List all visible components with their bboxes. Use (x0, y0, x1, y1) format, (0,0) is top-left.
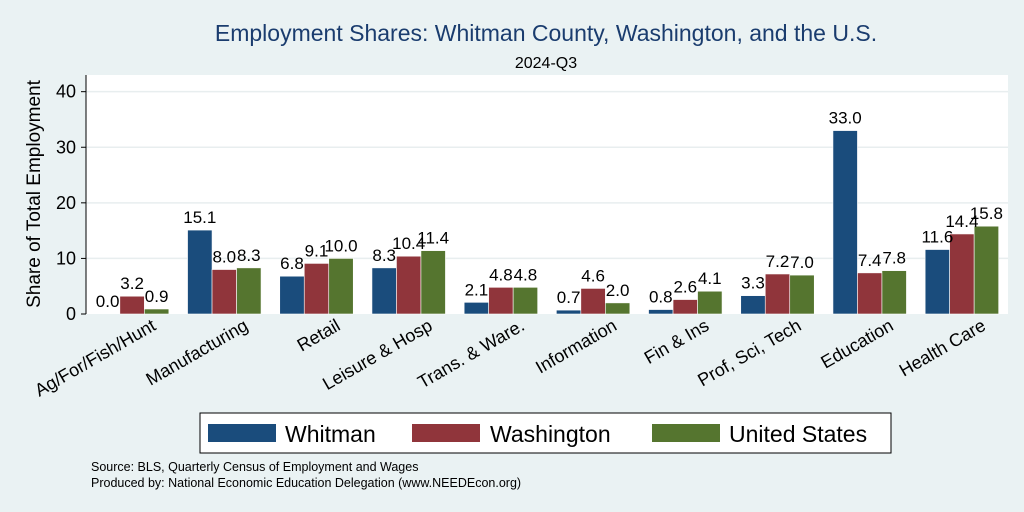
bar-washington (580, 288, 606, 315)
legend-swatch-washington (412, 424, 480, 442)
bar-united-states (789, 274, 815, 315)
bar-washington (949, 233, 975, 315)
data-label: 10.4 (392, 234, 425, 253)
x-tick-label: Prof, Sci, Tech (694, 315, 804, 390)
bar-whitman (556, 309, 582, 315)
data-label: 0.7 (557, 288, 581, 307)
y-tick-label: 10 (56, 248, 76, 268)
bar-united-states (328, 258, 354, 315)
data-label: 8.0 (212, 248, 236, 267)
chart-title: Employment Shares: Whitman County, Washi… (215, 20, 877, 46)
data-label: 4.8 (514, 265, 538, 284)
bar-united-states (420, 250, 446, 315)
legend-label: Whitman (285, 421, 376, 447)
bar-whitman (924, 249, 950, 315)
x-tick-label: Retail (294, 315, 344, 355)
x-tick-label: Ag/For/Fish/Hunt (31, 315, 159, 400)
data-label: 4.1 (698, 269, 722, 288)
data-label: 0.0 (96, 292, 120, 311)
bar-whitman (832, 130, 858, 315)
data-label: 15.8 (970, 204, 1003, 223)
chart-subtitle: 2024-Q3 (515, 55, 577, 72)
bar-united-states (236, 267, 262, 315)
data-label: 4.8 (489, 265, 513, 284)
x-tick-label: Education (817, 315, 896, 372)
x-tick-label: Manufacturing (143, 315, 252, 389)
legend-swatch-united-states (652, 424, 720, 442)
data-label: 6.8 (280, 254, 304, 273)
data-label: 0.9 (145, 287, 169, 306)
legend-label: Washington (490, 421, 611, 447)
data-label: 7.2 (766, 252, 790, 271)
bar-united-states (973, 225, 999, 315)
data-label: 4.6 (581, 266, 605, 285)
bar-whitman (371, 267, 397, 315)
data-label: 14.4 (945, 212, 978, 231)
legend-swatch-whitman (208, 424, 276, 442)
data-label: 8.3 (237, 246, 261, 265)
bar-washington (211, 269, 237, 315)
data-label: 10.0 (324, 236, 357, 255)
footer-source: Source: BLS, Quarterly Census of Employm… (91, 460, 418, 474)
data-label: 11.4 (417, 229, 449, 248)
data-label: 7.4 (858, 251, 882, 270)
data-label: 2.1 (465, 280, 489, 299)
footer-produced: Produced by: National Economic Education… (91, 476, 521, 490)
data-label: 3.2 (120, 274, 144, 293)
bar-whitman (740, 295, 766, 315)
bar-whitman (279, 275, 305, 315)
bar-united-states (605, 302, 631, 315)
data-label: 2.6 (673, 278, 697, 297)
data-label: 7.8 (882, 249, 906, 268)
x-tick-label: Fin & Ins (641, 315, 713, 368)
bar-united-states (512, 287, 538, 315)
x-tick-label: Information (532, 315, 620, 377)
data-label: 7.0 (790, 253, 814, 272)
bar-whitman (648, 309, 674, 315)
bar-whitman (187, 229, 213, 315)
y-tick-label: 30 (56, 137, 76, 157)
y-axis: 0 10 20 30 40 (56, 75, 87, 324)
data-label: 15.1 (183, 208, 216, 227)
bar-united-states (881, 270, 907, 315)
data-label: 3.3 (741, 274, 765, 293)
bar-washington (488, 287, 514, 315)
bar-washington (857, 272, 883, 315)
data-label: 2.0 (606, 281, 630, 300)
legend: Whitman Washington United States (199, 412, 892, 454)
bar-washington (303, 263, 330, 315)
x-tick-label: Health Care (896, 315, 989, 380)
bar-washington (119, 295, 145, 315)
data-label: 0.8 (649, 288, 673, 307)
data-label: 8.3 (372, 246, 396, 265)
data-labels: 0.03.20.915.18.0 8.3 6.89.110.0 8.310.411.4… (96, 109, 1003, 311)
bar-united-states (697, 290, 723, 315)
bar-washington (764, 273, 791, 315)
data-label: 33.0 (829, 109, 862, 128)
bar-washington (396, 255, 422, 315)
legend-box (199, 412, 892, 454)
bar-washington (672, 299, 698, 315)
y-tick-label: 20 (56, 193, 76, 213)
bar-united-states (144, 308, 170, 315)
legend-label: United States (729, 421, 867, 447)
bars-layer (119, 130, 999, 315)
data-label: 11.6 (921, 228, 953, 247)
y-axis-label: Share of Total Employment (24, 79, 45, 307)
y-tick-label: 0 (66, 304, 76, 324)
y-tick-label: 40 (56, 82, 76, 102)
data-label: 9.1 (305, 241, 329, 260)
bar-whitman (463, 302, 489, 315)
